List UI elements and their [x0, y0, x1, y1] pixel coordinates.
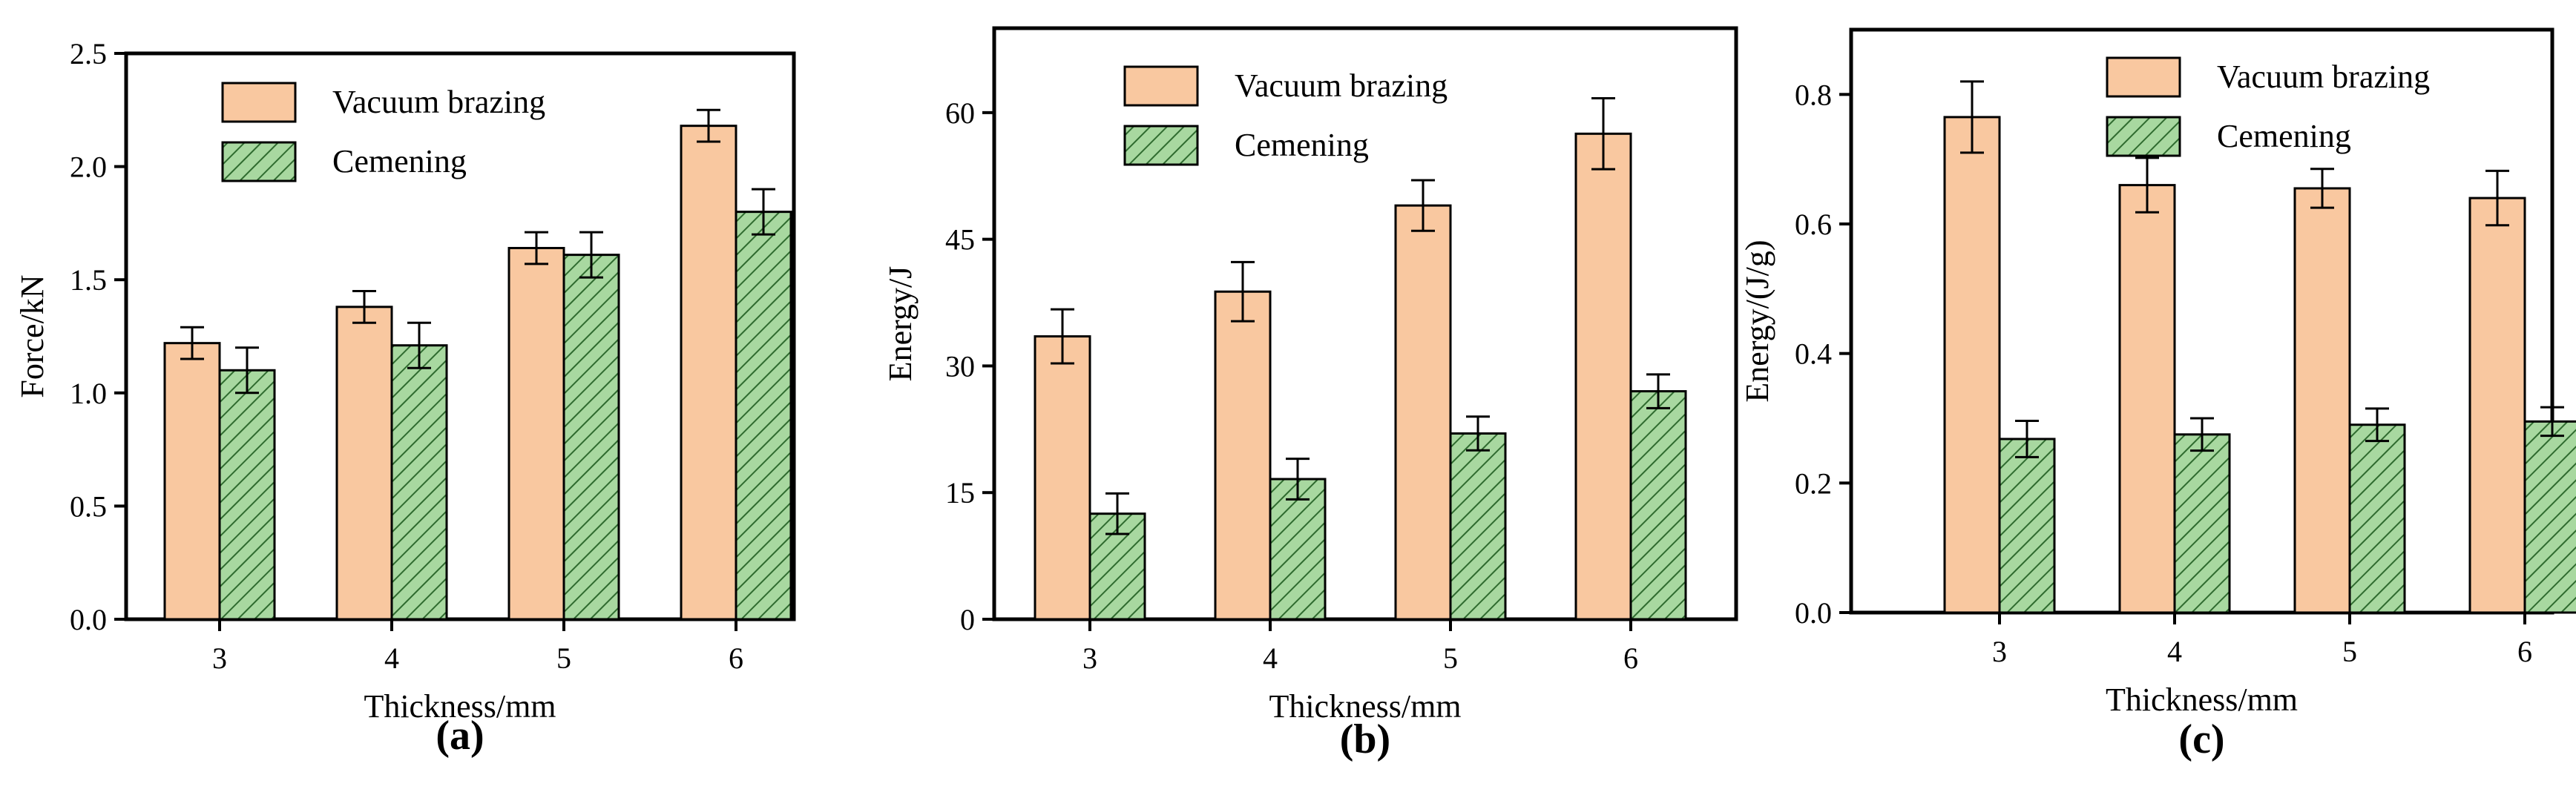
x-tick-label: 5 [1443, 641, 1458, 675]
legend-swatch-cemening [221, 141, 297, 182]
y-tick-label: 1.0 [70, 377, 107, 410]
panel-label: (c) [2178, 716, 2224, 762]
y-tick-label: 0.5 [70, 489, 107, 523]
bar-vacuum-brazing [1214, 290, 1272, 621]
bar-cemening [1998, 438, 2056, 614]
x-tick-label: 4 [1263, 641, 1278, 675]
y-tick-label: 2.5 [70, 37, 107, 70]
bar-vacuum-brazing [680, 125, 737, 621]
legend-swatch-vacuum-brazing [221, 82, 297, 123]
bar-cemening [218, 369, 276, 621]
x-tick-label: 3 [1082, 641, 1097, 675]
x-tick-label: 5 [556, 641, 571, 675]
x-tick-label: 6 [2517, 635, 2532, 668]
bar-vacuum-brazing [1943, 116, 2001, 614]
bar-cemening [2523, 420, 2576, 614]
y-tick-label: 0.0 [70, 603, 107, 636]
panel-3: 0.0 0.2 0.4 0.6 0.8 Energy/(J/g) 3 4 5 6 Thickness… [1739, 27, 2576, 762]
x-axis-label: Thickness/mm [364, 688, 556, 725]
x-axis-label: Thickness/mm [2106, 682, 2298, 718]
y-tick-label: 0.8 [1795, 78, 1832, 111]
legend-label: Cemening [1235, 127, 1369, 163]
legend-label: Vacuum brazing [1235, 67, 1448, 104]
x-axis-label: Thickness/mm [1269, 688, 1461, 725]
bar-cemening [1629, 390, 1687, 621]
bar-cemening [2173, 433, 2231, 614]
x-tick-label: 4 [384, 641, 399, 675]
legend-swatch-cemening [1123, 125, 1199, 166]
legend-swatch-vacuum-brazing [1123, 65, 1199, 107]
x-tick-label: 5 [2342, 635, 2357, 668]
bar-vacuum-brazing [1034, 335, 1091, 621]
legend-label: Cemening [2217, 118, 2351, 154]
bar-cemening [390, 344, 448, 621]
panel-1: 0.0 0.5 1.0 1.5 2.0 2.5 Force/kN 3 4 5 6 Thickness/… [14, 37, 796, 759]
y-tick-label: 0.6 [1795, 208, 1832, 241]
legend-label: Vacuum brazing [2217, 59, 2430, 95]
bar-cemening [562, 254, 620, 621]
y-tick-label: 0.4 [1795, 337, 1832, 371]
y-tick-label: 0 [960, 603, 975, 636]
bar-vacuum-brazing [507, 246, 565, 621]
bar-cemening [1449, 432, 1507, 621]
y-axis-label: Energy/(J/g) [1739, 240, 1775, 402]
plot-frame [992, 26, 1738, 621]
y-tick-label: 0.2 [1795, 466, 1832, 500]
bar-cemening [735, 211, 792, 621]
x-tick-label: 6 [729, 641, 743, 675]
legend-label: Cemening [332, 143, 467, 179]
y-tick-label: 2.0 [70, 151, 107, 184]
y-tick-label: 60 [945, 96, 975, 130]
plot-frame [124, 51, 796, 621]
x-tick-label: 4 [2167, 635, 2182, 668]
bar-vacuum-brazing [1574, 132, 1632, 621]
bar-vacuum-brazing [2293, 187, 2351, 614]
y-tick-label: 30 [945, 349, 975, 383]
y-tick-label: 15 [945, 476, 975, 509]
y-tick-label: 45 [945, 223, 975, 257]
legend-swatch-vacuum-brazing [2106, 56, 2181, 98]
x-tick-label: 3 [1992, 635, 2007, 668]
y-tick-label: 1.5 [70, 263, 107, 297]
bar-vacuum-brazing [2468, 197, 2526, 614]
y-axis-label: Force/kN [14, 274, 50, 398]
panel-label: (b) [1340, 716, 1390, 762]
bar-cemening [1269, 478, 1327, 621]
bar-vacuum-brazing [163, 342, 221, 621]
bar-vacuum-brazing [335, 306, 393, 621]
y-axis-label: Energy/J [882, 266, 919, 382]
y-tick-label: 0.0 [1795, 596, 1832, 630]
bar-cemening [2348, 423, 2406, 614]
legend-label: Vacuum brazing [332, 84, 545, 120]
bar-vacuum-brazing [2118, 184, 2176, 614]
panel-label: (a) [436, 713, 484, 759]
legend-swatch-cemening [2106, 116, 2181, 157]
x-tick-label: 6 [1623, 641, 1638, 675]
bar-vacuum-brazing [1394, 204, 1452, 621]
x-tick-label: 3 [212, 641, 227, 675]
